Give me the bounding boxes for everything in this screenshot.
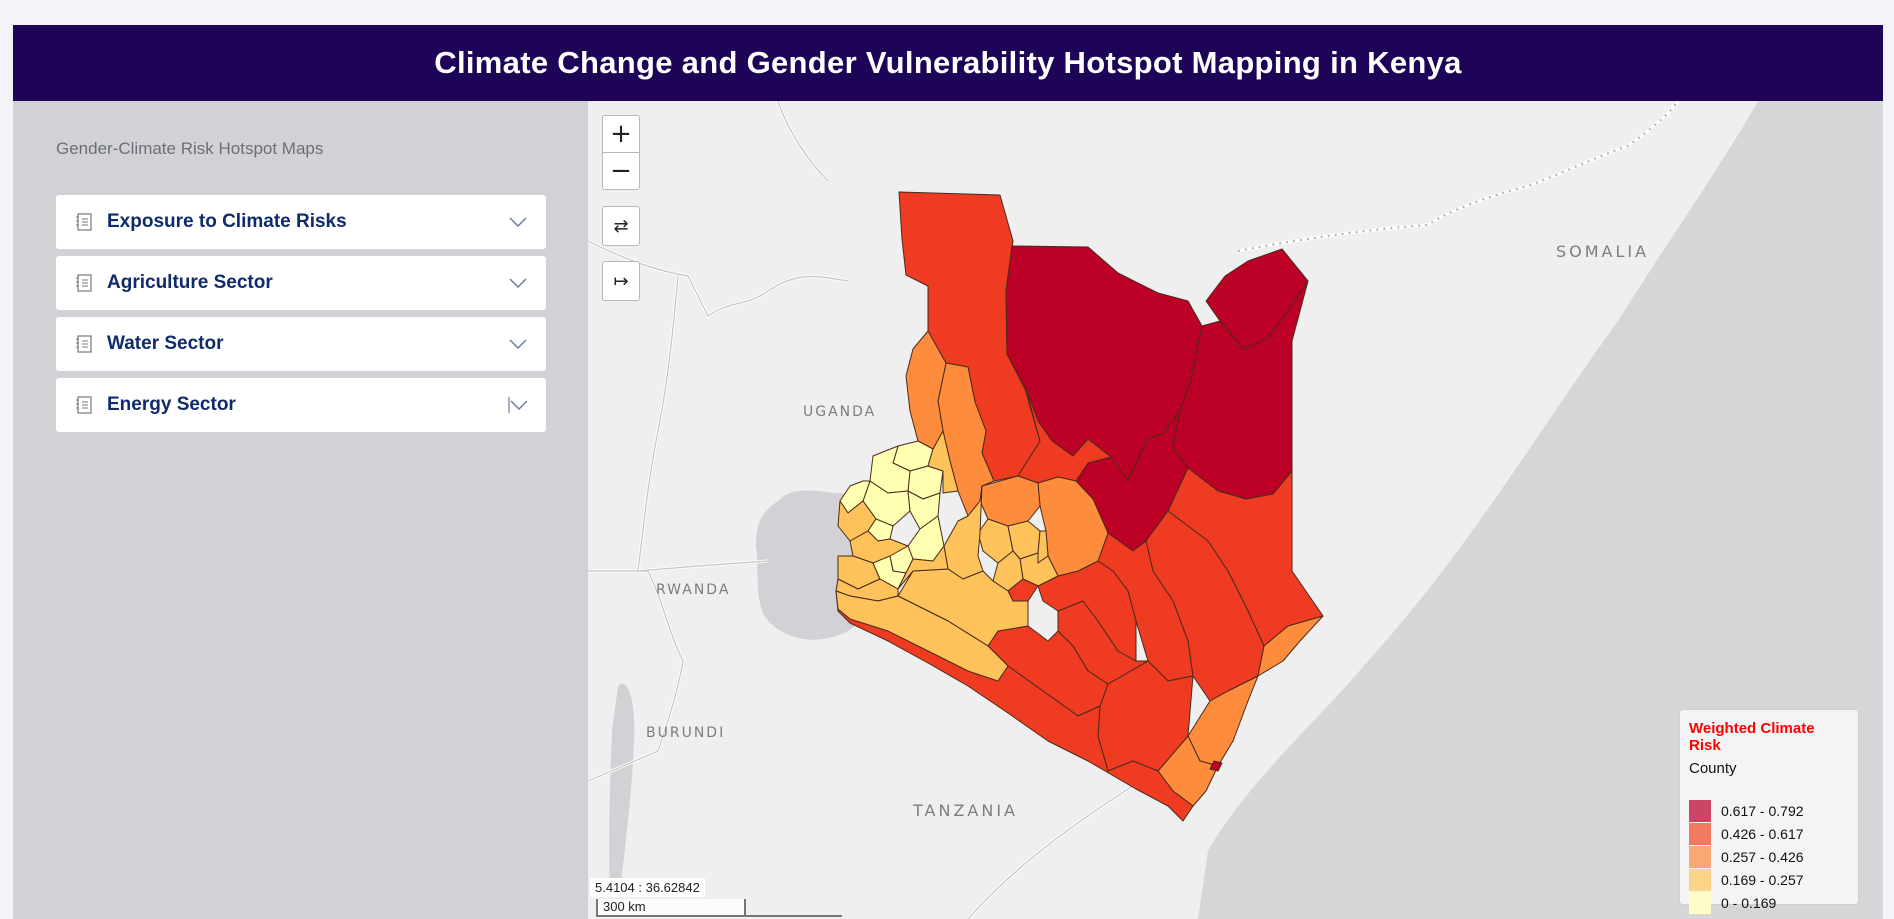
kenya-counties — [835, 191, 1324, 822]
document-icon — [76, 396, 92, 414]
legend-subtitle: County — [1689, 760, 1737, 777]
label-tanzania: TANZANIA — [913, 801, 1018, 820]
chevron-down-icon — [509, 278, 527, 289]
legend-item: 0.617 - 0.792 — [1689, 799, 1849, 822]
accordion-label: Agriculture Sector — [107, 272, 273, 293]
legend-title: Weighted Climate Risk — [1689, 720, 1815, 754]
label-rwanda: RWANDA — [656, 582, 731, 598]
header-banner: Climate Change and Gender Vulnerability … — [13, 25, 1883, 101]
legend-swatch — [1689, 845, 1711, 868]
zoom-in-button[interactable]: + — [602, 115, 640, 153]
county-mombasa — [1209, 760, 1223, 772]
legend-range: 0.426 - 0.617 — [1721, 825, 1804, 842]
swap-layers-button[interactable]: ⇄ — [602, 206, 640, 246]
legend-range: 0 - 0.169 — [1721, 894, 1777, 911]
app-container: Climate Change and Gender Vulnerability … — [13, 25, 1883, 919]
scale-bar-extension — [746, 915, 842, 917]
legend-swatch — [1689, 868, 1711, 891]
chevron-down-icon — [509, 217, 527, 228]
document-icon — [76, 213, 92, 231]
accordion-label: Water Sector — [107, 333, 224, 354]
map-view[interactable]: + − ⇄ ↦ UGANDA RWANDA BURUNDI TANZANIA S… — [588, 101, 1883, 919]
basemap — [588, 101, 1883, 919]
sidebar: Gender-Climate Risk Hotspot Maps Exposur… — [13, 101, 588, 919]
map-legend: Weighted Climate Risk County 0.617 - 0.7… — [1679, 709, 1859, 914]
legend-range: 0.617 - 0.792 — [1721, 802, 1804, 819]
legend-item: 0.426 - 0.617 — [1689, 822, 1849, 845]
document-icon — [76, 274, 92, 292]
legend-item: 0.169 - 0.257 — [1689, 868, 1849, 891]
scale-bar: 300 km — [596, 899, 746, 917]
chevron-down-icon — [509, 339, 527, 350]
county-bomet — [897, 545, 949, 590]
county-narok-south — [835, 590, 1009, 682]
legend-swatch — [1689, 891, 1711, 914]
full-extent-button[interactable]: ↦ — [602, 261, 640, 301]
legend-item: 0.257 - 0.426 — [1689, 845, 1849, 868]
coordinate-readout: 5.4104 : 36.62842 — [590, 878, 705, 897]
accordion-label: Exposure to Climate Risks — [107, 211, 347, 232]
accordion-water[interactable]: Water Sector — [56, 317, 546, 371]
page-title: Climate Change and Gender Vulnerability … — [434, 45, 1462, 80]
legend-item: 0 - 0.169 — [1689, 891, 1849, 914]
accordion-label: Energy Sector — [107, 394, 236, 415]
legend-range: 0.169 - 0.257 — [1721, 871, 1804, 888]
accordion-energy[interactable]: Energy Sector — [56, 378, 546, 432]
label-burundi: BURUNDI — [646, 725, 726, 741]
zoom-out-button[interactable]: − — [602, 152, 640, 190]
label-uganda: UGANDA — [803, 404, 877, 420]
legend-swatch — [1689, 822, 1711, 845]
chevron-down-icon — [508, 397, 528, 413]
sidebar-title: Gender-Climate Risk Hotspot Maps — [56, 139, 324, 158]
legend-range: 0.257 - 0.426 — [1721, 848, 1804, 865]
lake-tanganyika — [609, 683, 635, 891]
county-elgeyo-marakwet — [927, 430, 959, 494]
accordion-agriculture[interactable]: Agriculture Sector — [56, 256, 546, 310]
label-somalia: SOMALIA — [1556, 242, 1650, 261]
legend-swatch — [1689, 799, 1711, 822]
accordion-exposure[interactable]: Exposure to Climate Risks — [56, 195, 546, 249]
legend-list: 0.617 - 0.792 0.426 - 0.617 0.257 - 0.42… — [1689, 799, 1849, 914]
document-icon — [76, 335, 92, 353]
